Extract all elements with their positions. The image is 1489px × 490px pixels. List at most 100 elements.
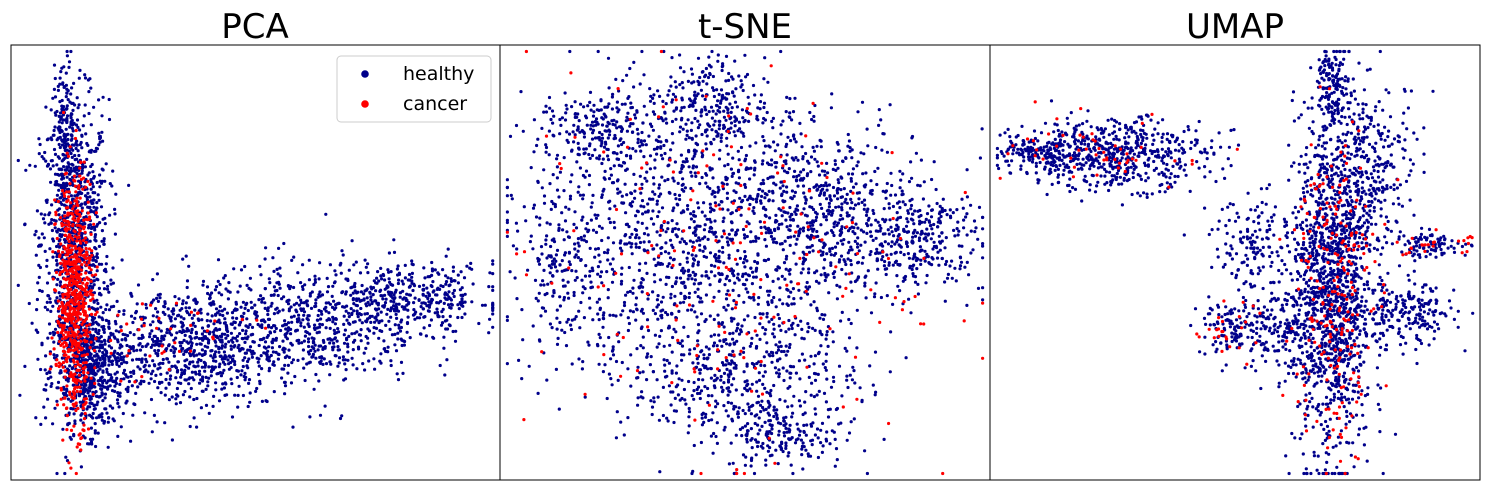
- pca-cancer-point: [63, 292, 67, 296]
- pca-healthy-point: [239, 305, 243, 309]
- pca-cancer-point: [59, 362, 63, 366]
- pca-healthy-point: [57, 128, 61, 132]
- pca-healthy-point: [241, 300, 245, 304]
- pca-healthy-point: [359, 328, 363, 332]
- pca-healthy-point: [303, 378, 307, 383]
- tsne-healthy-point: [707, 276, 711, 280]
- pca-healthy-point: [108, 404, 112, 408]
- pca-cancer-point: [77, 305, 81, 309]
- tsne-healthy-point: [824, 352, 829, 356]
- pca-healthy-point: [58, 76, 62, 80]
- pca-healthy-point: [86, 391, 90, 395]
- tsne-healthy-point: [771, 199, 775, 203]
- tsne-healthy-point: [606, 258, 610, 262]
- pca-healthy-point: [64, 139, 68, 143]
- pca-healthy-point: [456, 303, 460, 307]
- tsne-healthy-point: [634, 242, 638, 246]
- pca-cancer-point: [74, 190, 78, 194]
- pca-healthy-point: [238, 284, 242, 288]
- pca-healthy-point: [276, 293, 280, 298]
- pca-healthy-point: [216, 279, 220, 283]
- pca-healthy-point: [412, 284, 417, 288]
- pca-healthy-point: [65, 148, 69, 152]
- pca-healthy-point: [410, 275, 414, 279]
- pca-healthy-point: [163, 300, 167, 304]
- pca-cancer-point: [86, 179, 90, 183]
- pca-healthy-point: [98, 395, 102, 399]
- pca-healthy-point: [290, 258, 294, 262]
- pca-healthy-point: [447, 323, 451, 327]
- pca-healthy-point: [60, 98, 64, 103]
- pca-healthy-point: [267, 323, 271, 327]
- pca-healthy-point: [302, 339, 306, 343]
- pca-healthy-point: [48, 211, 52, 215]
- pca-cancer-point: [68, 393, 72, 397]
- tsne-healthy-point: [609, 377, 613, 381]
- tsne-healthy-point: [785, 153, 789, 157]
- pca-healthy-point: [248, 323, 252, 327]
- pca-healthy-point: [38, 142, 42, 147]
- pca-healthy-point: [263, 320, 267, 324]
- pca-healthy-point: [161, 361, 165, 365]
- pca-cancer-point: [78, 432, 82, 436]
- tsne-healthy-point: [784, 218, 788, 222]
- pca-healthy-point: [289, 381, 294, 385]
- pca-healthy-point: [146, 370, 150, 374]
- pca-healthy-point: [192, 378, 196, 382]
- pca-healthy-point: [97, 143, 101, 147]
- pca-cancer-point: [78, 212, 82, 217]
- pca-healthy-point: [384, 297, 388, 301]
- pca-healthy-point: [172, 351, 176, 355]
- tsne-healthy-point: [736, 228, 740, 232]
- pca-healthy-point: [237, 384, 241, 388]
- pca-cancer-point: [91, 392, 95, 396]
- pca-healthy-point: [28, 163, 32, 167]
- pca-healthy-point: [125, 343, 129, 348]
- pca-healthy-point: [330, 305, 335, 309]
- pca-cancer-point: [67, 190, 71, 194]
- tsne-healthy-point: [704, 345, 709, 349]
- pca-healthy-point: [75, 171, 79, 175]
- pca-healthy-point: [44, 416, 48, 420]
- pca-healthy-point: [214, 344, 218, 348]
- tsne-healthy-point: [639, 309, 644, 313]
- pca-healthy-point: [50, 228, 55, 233]
- tsne-healthy-point: [636, 220, 640, 224]
- tsne-healthy-point: [630, 232, 634, 236]
- pca-healthy-point: [410, 259, 414, 263]
- pca-healthy-point: [79, 140, 83, 145]
- pca-healthy-point: [262, 345, 266, 349]
- pca-cancer-point: [95, 265, 99, 269]
- pca-healthy-point: [219, 340, 223, 344]
- pca-healthy-point: [195, 425, 199, 429]
- pca-healthy-point: [283, 363, 287, 367]
- pca-healthy-point: [106, 445, 110, 449]
- pca-healthy-point: [144, 302, 148, 307]
- pca-healthy-point: [217, 350, 221, 354]
- pca-cancer-point: [81, 281, 85, 285]
- pca-healthy-point: [103, 222, 107, 226]
- tsne-healthy-point: [648, 363, 653, 367]
- pca-healthy-point: [52, 340, 56, 344]
- tsne-healthy-point: [595, 300, 599, 304]
- pca-healthy-point: [456, 315, 460, 320]
- pca-healthy-point: [65, 49, 69, 54]
- pca-healthy-point: [383, 287, 387, 291]
- pca-healthy-point: [36, 330, 40, 334]
- tsne-healthy-point: [597, 224, 602, 228]
- tsne-healthy-point: [628, 203, 632, 207]
- pca-healthy-point: [78, 181, 83, 185]
- pca-healthy-point: [214, 350, 218, 354]
- pca-healthy-point: [370, 314, 374, 318]
- tsne-healthy-point: [630, 252, 634, 256]
- pca-healthy-point: [85, 195, 89, 199]
- tsne-healthy-point: [637, 286, 642, 290]
- pca-healthy-point: [49, 309, 53, 313]
- pca-healthy-point: [344, 292, 348, 296]
- tsne-healthy-point: [508, 270, 512, 274]
- pca-healthy-point: [318, 413, 323, 417]
- pca-healthy-point: [291, 425, 295, 429]
- pca-cancer-point: [70, 236, 74, 240]
- pca-healthy-point: [43, 368, 47, 372]
- pca-healthy-point: [217, 399, 222, 403]
